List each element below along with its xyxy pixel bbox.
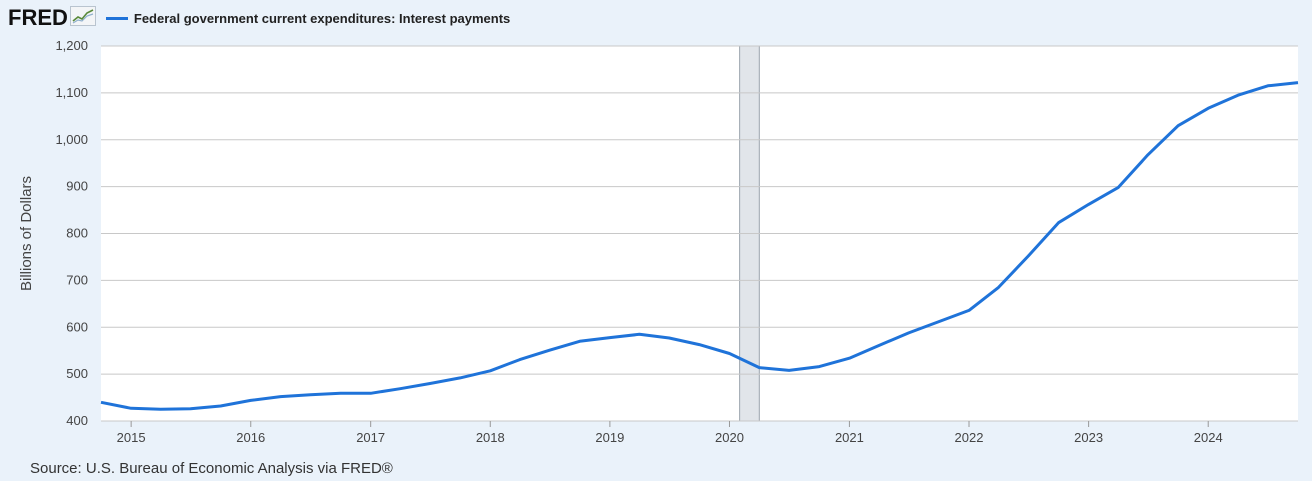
source-note: Source: U.S. Bureau of Economic Analysis… xyxy=(30,460,393,477)
y-tick-label: 900 xyxy=(66,179,88,194)
y-tick-label: 400 xyxy=(66,413,88,428)
x-tick-label: 2021 xyxy=(835,430,864,445)
x-tick-label: 2024 xyxy=(1194,430,1223,445)
series-line-interest-payments xyxy=(100,81,1299,411)
fred-logo: FRED xyxy=(8,5,68,30)
x-tick-label: 2017 xyxy=(356,430,385,445)
chart-header: FRED Federal government current expendit… xyxy=(8,4,510,32)
x-tick-label: 2015 xyxy=(117,430,146,445)
y-tick-label: 700 xyxy=(66,272,88,287)
y-axis-label: Billions of Dollars xyxy=(18,176,35,291)
y-tick-label: 1,000 xyxy=(55,132,88,147)
y-tick-label: 500 xyxy=(66,366,88,381)
y-tick-label: 600 xyxy=(66,319,88,334)
legend-swatch xyxy=(105,16,128,20)
y-tick-label: 800 xyxy=(66,226,88,241)
line-chart-icon xyxy=(69,5,96,31)
y-tick-label: 1,100 xyxy=(55,85,88,100)
x-tick-label: 2023 xyxy=(1074,430,1103,445)
x-tick-label: 2022 xyxy=(955,430,984,445)
x-tick-label: 2018 xyxy=(476,430,505,445)
legend-label: Federal government current expenditures:… xyxy=(133,10,511,26)
y-axis: 400 500 600 700 800 900 1,000 1,100 1,200 xyxy=(55,38,88,428)
x-tick-label: 2019 xyxy=(595,430,624,445)
x-tick-label: 2016 xyxy=(236,430,265,445)
x-tick-label: 2020 xyxy=(715,430,744,445)
x-axis: 2015 2016 2017 2018 2019 2020 2021 2022 2023 2024 xyxy=(117,421,1223,445)
y-tick-label: 1,200 xyxy=(55,38,88,53)
grid-layer xyxy=(101,45,1298,422)
